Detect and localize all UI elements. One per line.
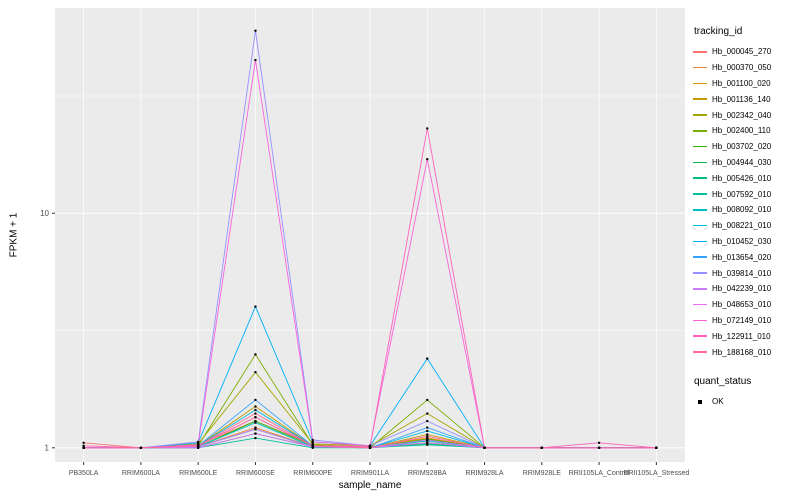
- series-color-key-icon: [692, 345, 708, 359]
- legend-item-label: Hb_072149_010: [712, 315, 772, 325]
- series-color-key-icon: [692, 61, 708, 75]
- series-color-key-icon: [692, 140, 708, 154]
- series-color-key-icon: [692, 45, 708, 59]
- legend-item-label: Hb_007592_010: [712, 189, 772, 199]
- legend-item-label: Hb_002342_040: [712, 110, 772, 120]
- legend-item-Hb_008221_010: Hb_008221_010: [692, 218, 798, 234]
- series-color-key-icon: [692, 92, 708, 106]
- legend-item-Hb_010452_030: Hb_010452_030: [692, 234, 798, 250]
- series-color-key-icon: [692, 171, 708, 185]
- legend-item-Hb_039814_010: Hb_039814_010: [692, 265, 798, 281]
- legend-item-Hb_002342_040: Hb_002342_040: [692, 107, 798, 123]
- legend-item-label: Hb_008221_010: [712, 221, 772, 231]
- legend-item-Hb_001100_020: Hb_001100_020: [692, 76, 798, 92]
- legend-item-Hb_003702_020: Hb_003702_020: [692, 139, 798, 155]
- series-color-key-icon: [692, 298, 708, 312]
- series-color-key-icon: [692, 219, 708, 233]
- legend-item-label: Hb_013654_020: [712, 252, 772, 262]
- y-tick-label: 10: [40, 209, 49, 218]
- legend-item-Hb_000370_050: Hb_000370_050: [692, 60, 798, 76]
- legend-item-Hb_013654_020: Hb_013654_020: [692, 249, 798, 265]
- legend-item-ok: OK: [692, 394, 798, 410]
- legend-item-label: Hb_000045_270: [712, 47, 772, 57]
- x-tick-label: RRIM928BA: [408, 470, 447, 477]
- series-color-key-icon: [692, 76, 708, 90]
- x-tick-label: RRIM901LA: [351, 470, 389, 477]
- series-color-key-icon: [692, 187, 708, 201]
- legend-item-Hb_001136_140: Hb_001136_140: [692, 91, 798, 107]
- legend-item-label: OK: [712, 397, 724, 407]
- legend-item-label: Hb_000370_050: [712, 63, 772, 73]
- legend-title-quant-status: quant_status: [694, 375, 752, 387]
- x-tick-label: PB350LA: [69, 470, 99, 477]
- legend-item-Hb_122911_010: Hb_122911_010: [692, 328, 798, 344]
- series-color-key-icon: [692, 108, 708, 122]
- legend-item-Hb_048653_010: Hb_048653_010: [692, 297, 798, 313]
- legend: tracking_id Hb_000045_270 Hb_000370_050 Hb…: [692, 26, 798, 410]
- series-color-key-icon: [692, 313, 708, 327]
- legend-item-label: Hb_002400_110: [712, 126, 771, 136]
- ok-point-icon: [692, 395, 708, 409]
- series-color-key-icon: [692, 124, 708, 138]
- x-tick-label: RRIM600LE: [179, 470, 217, 477]
- x-tick-label: RRIM928LE: [523, 470, 561, 477]
- legend-title-tracking-id: tracking_id: [694, 26, 743, 37]
- x-tick-label: RRIM600PE: [293, 470, 332, 477]
- y-tick-label: 1: [45, 443, 50, 452]
- series-color-key-icon: [692, 282, 708, 296]
- legend-item-Hb_004944_030: Hb_004944_030: [692, 155, 798, 171]
- legend-item-label: Hb_122911_010: [712, 331, 771, 341]
- legend-item-Hb_002400_110: Hb_002400_110: [692, 123, 798, 139]
- legend-item-label: Hb_188168_010: [712, 347, 772, 357]
- legend-item-label: Hb_008092_010: [712, 205, 772, 215]
- series-color-key-icon: [692, 266, 708, 280]
- legend-item-label: Hb_010452_030: [712, 236, 772, 246]
- legend-item-Hb_008092_010: Hb_008092_010: [692, 202, 798, 218]
- x-tick-label: RRIM600SE: [236, 470, 275, 477]
- legend-item-label: Hb_003702_020: [712, 142, 772, 152]
- x-tick-label: RRIM928LA: [465, 470, 503, 477]
- series-color-key-icon: [692, 234, 708, 248]
- series-color-key-icon: [692, 250, 708, 264]
- x-tick-label: RRIM600LA: [122, 470, 160, 477]
- series-color-key-icon: [692, 155, 708, 169]
- legend-item-Hb_005426_010: Hb_005426_010: [692, 170, 798, 186]
- legend-item-label: Hb_004944_030: [712, 157, 772, 167]
- x-axis-title: sample_name: [338, 480, 402, 491]
- legend-item-label: Hb_001136_140: [712, 94, 771, 104]
- legend-item-label: Hb_048653_010: [712, 300, 772, 310]
- legend-item-Hb_072149_010: Hb_072149_010: [692, 313, 798, 329]
- x-tick-label: RRII105LA_Stressed: [623, 470, 689, 477]
- y-axis-title: FPKM + 1: [8, 212, 20, 258]
- x-tick-label: RRII105LA_Control: [569, 470, 630, 477]
- data-points: [82, 29, 658, 450]
- legend-item-Hb_188168_010: Hb_188168_010: [692, 344, 798, 360]
- series-color-key-icon: [692, 329, 708, 343]
- legend-item-label: Hb_039814_010: [712, 268, 772, 278]
- series-color-key-icon: [692, 203, 708, 217]
- legend-item-label: Hb_001100_020: [712, 78, 771, 88]
- legend-item-label: Hb_042239_010: [712, 284, 772, 294]
- legend-item-Hb_000045_270: Hb_000045_270: [692, 44, 798, 60]
- axes: 1 10 PB350LA RRIM600LA RRIM600LE RRIM600SE RRI…: [40, 209, 689, 477]
- legend-item-Hb_007592_010: Hb_007592_010: [692, 186, 798, 202]
- legend-items: Hb_000045_270 Hb_000370_050 Hb_001100_020 H…: [692, 44, 798, 360]
- legend-item-Hb_042239_010: Hb_042239_010: [692, 281, 798, 297]
- legend-item-label: Hb_005426_010: [712, 173, 772, 183]
